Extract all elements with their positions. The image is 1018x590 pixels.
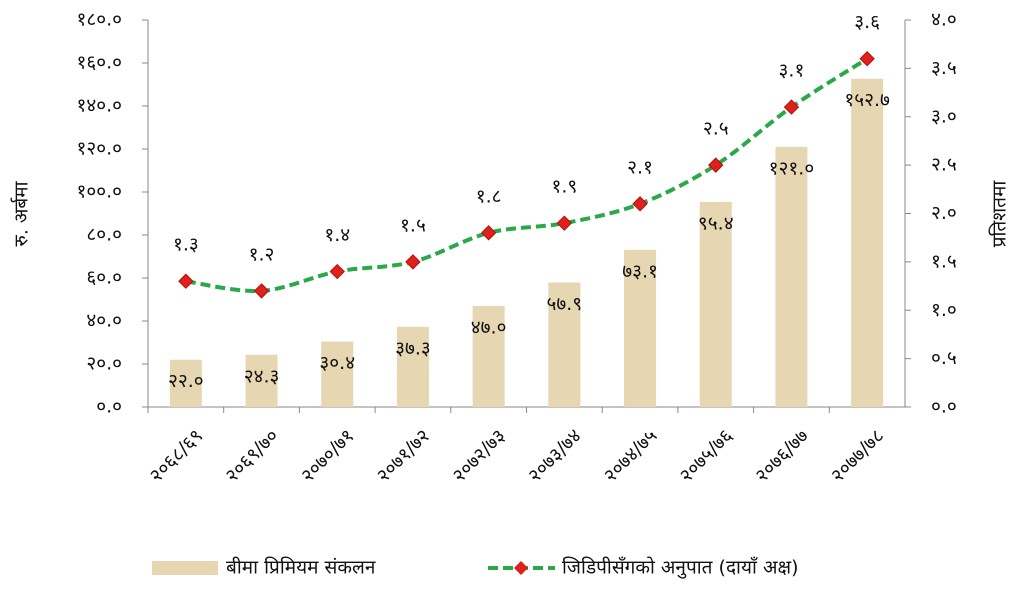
line-marker [178, 273, 194, 289]
line-value-label: १.८ [476, 185, 502, 207]
line-value-label: १.३ [173, 234, 199, 256]
x-tick-label: २०७०/७१ [297, 425, 359, 487]
x-tick-label: २०७२/७३ [448, 425, 510, 487]
bar-value-label: ९५.४ [698, 212, 734, 234]
y-tick-label: १४०.० [76, 95, 122, 117]
line-value-label: ३.१ [779, 60, 805, 82]
y-tick-label: ४०.० [86, 310, 122, 332]
y2-tick-label: ०.५ [931, 347, 957, 369]
bar [548, 282, 581, 407]
y-tick-label: ६०.० [86, 267, 122, 289]
y-axis-label: रु. अर्बमा [10, 180, 33, 246]
bar-value-label: ५७.९ [547, 293, 583, 315]
x-tick-label: २०७५/७६ [675, 425, 737, 487]
y2-tick-label: १.० [931, 299, 957, 321]
y2-tick-label: ३.० [931, 105, 957, 127]
bar-value-label: २२.० [168, 370, 204, 392]
bar [245, 354, 278, 407]
line-value-label: २.१ [627, 156, 653, 178]
y2-tick-label: १.५ [931, 250, 957, 272]
x-tick-label: २०७६/७७ [751, 425, 813, 487]
y-tick-label: ०.० [96, 396, 122, 418]
bar [851, 78, 884, 407]
bar [169, 359, 202, 407]
line-marker [859, 50, 875, 67]
x-tick-label: २०६९/७० [221, 425, 283, 487]
bar-value-label: २४.३ [244, 365, 280, 387]
line-value-label: ३.६ [854, 11, 880, 33]
y-tick-label: १६०.० [76, 52, 122, 74]
y2-tick-label: ०.० [931, 396, 957, 418]
legend-swatch [152, 561, 218, 575]
y-tick-label: १००.० [76, 181, 122, 203]
y2-tick-label: २.० [931, 202, 957, 224]
line-value-label: १.४ [324, 224, 350, 246]
bar-value-label: ७३.१ [622, 260, 658, 282]
bar [624, 249, 657, 407]
line [185, 57, 869, 294]
line-value-label: १.२ [249, 243, 275, 265]
bar-value-label: १२१.० [769, 157, 815, 179]
bar-value-label: ४७.० [471, 316, 507, 338]
x-tick-label: २०७७/७८ [827, 425, 889, 487]
y2-tick-label: ३.५ [931, 57, 957, 79]
y-tick-label: ८०.० [86, 224, 122, 246]
bar [699, 201, 732, 407]
y-tick-label: १२०.० [76, 138, 122, 160]
bar-value-label: १५२.७ [844, 89, 890, 111]
y-tick-label: १८०.० [76, 9, 122, 31]
bar [321, 341, 354, 407]
line-marker [480, 225, 497, 241]
line-value-label: १.५ [400, 214, 426, 236]
bar [775, 146, 808, 407]
line-marker [783, 99, 800, 115]
bar-value-label: ३०.४ [319, 352, 355, 374]
line-marker [405, 254, 421, 270]
bar [396, 326, 429, 407]
line-marker [708, 157, 724, 173]
y2-axis-label: प्रतिशतमा [988, 180, 1011, 248]
y2-tick-label: २.५ [931, 154, 957, 176]
line-marker [632, 196, 648, 212]
line-marker [329, 263, 345, 280]
legend-marker [514, 561, 528, 575]
line-marker [253, 283, 270, 299]
x-tick-label: २०६८/६९ [145, 425, 207, 487]
bar [472, 305, 505, 407]
line-value-label: २.५ [703, 118, 729, 140]
x-tick-label: २०७३/७४ [524, 425, 586, 487]
legend-label: बीमा प्रिमियम संकलन [226, 556, 376, 579]
line-marker [556, 215, 573, 231]
bar-value-label: ३७.३ [395, 337, 431, 359]
x-tick-label: २०७१/७२ [372, 425, 434, 487]
line-value-label: १.९ [551, 176, 577, 198]
legend-label: जिडिपीसँगको अनुपात (दायाँ अक्ष) [562, 556, 799, 580]
y-tick-label: २०.० [86, 353, 122, 375]
y2-tick-label: ४.० [931, 9, 957, 31]
x-tick-label: २०७४/७५ [599, 425, 661, 487]
